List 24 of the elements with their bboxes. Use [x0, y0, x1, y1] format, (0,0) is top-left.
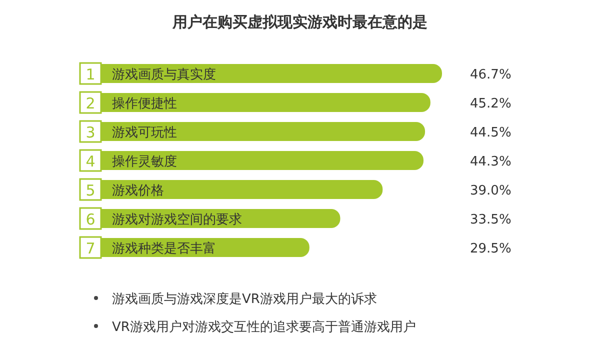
y-tick-label: 游戏画质与真实度	[112, 66, 216, 82]
annotation: 3	[86, 124, 96, 142]
text: VR游戏用户对游戏交互性的追求要高于普通游戏用户	[112, 319, 416, 335]
annotation: 5	[86, 182, 96, 200]
y-tick-label: 游戏对游戏空间的要求	[112, 212, 242, 228]
y-tick-label: 游戏种类是否丰富	[112, 240, 216, 256]
annotation: 4	[86, 152, 96, 170]
annotation: 6	[86, 210, 96, 228]
data-label: 46.7%	[470, 68, 512, 82]
y-tick-label: 操作便捷性	[112, 96, 177, 112]
chart-title: 用户在购买虚拟现实游戏时最在意的是	[172, 13, 428, 31]
text: 游戏画质与游戏深度是VR游戏用户最大的诉求	[112, 291, 377, 307]
annotation: 2	[86, 94, 96, 112]
annotation: 7	[86, 240, 96, 258]
data-label: 29.5%	[470, 242, 512, 256]
data-label: 45.2%	[470, 96, 512, 112]
annotation: 1	[86, 66, 96, 84]
data-label: 33.5%	[470, 212, 512, 228]
data-label: 44.3%	[470, 154, 512, 170]
data-label: 44.5%	[470, 126, 512, 140]
y-tick-label: 游戏价格	[112, 184, 164, 198]
y-tick-label: 游戏可玩性	[112, 126, 177, 140]
y-tick-label: 操作灵敏度	[112, 154, 177, 170]
data-label: 39.0%	[470, 184, 512, 198]
